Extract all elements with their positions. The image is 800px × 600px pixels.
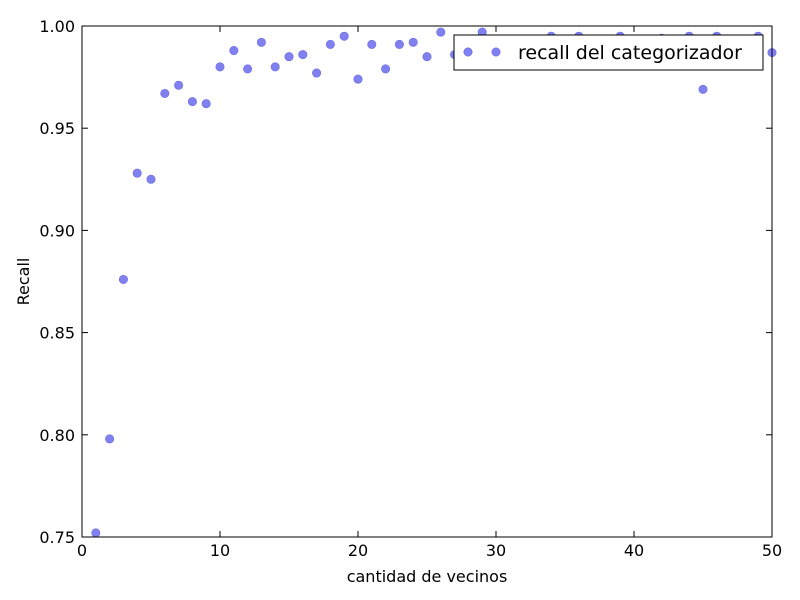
data-point	[436, 27, 446, 37]
data-point	[256, 37, 266, 47]
legend: recall del categorizador	[453, 34, 764, 71]
data-point	[146, 174, 156, 184]
x-tick-labels: 0 10 20 30 40 50	[77, 541, 782, 560]
data-point	[118, 274, 128, 284]
x-tick-label: 50	[762, 541, 782, 560]
data-point	[422, 52, 432, 62]
x-axis-title: cantidad de vecinos	[347, 567, 508, 586]
data-point	[187, 97, 197, 107]
y-tick-label: 0.85	[39, 324, 75, 343]
x-tick-label: 40	[624, 541, 644, 560]
data-point	[243, 64, 253, 74]
plot-area-frame	[81, 25, 773, 538]
data-point	[229, 46, 239, 56]
data-point	[698, 84, 708, 94]
data-point	[284, 52, 294, 62]
data-point	[132, 168, 142, 178]
data-point	[325, 39, 335, 49]
data-point	[381, 64, 391, 74]
data-point	[353, 74, 363, 84]
data-point	[339, 31, 349, 41]
legend-marker	[491, 47, 501, 57]
data-point	[91, 528, 101, 538]
data-point	[367, 39, 377, 49]
y-tick-label: 0.90	[39, 221, 75, 240]
y-tick-labels: 0.75 0.80 0.85 0.90 0.95 1.00	[39, 17, 75, 547]
data-point	[201, 99, 211, 109]
x-tick-label: 20	[348, 541, 368, 560]
legend-box	[453, 34, 764, 71]
data-point	[160, 88, 170, 98]
legend-marker	[463, 47, 473, 57]
data-point	[270, 62, 280, 72]
axis-ticks	[81, 25, 773, 538]
data-point	[215, 62, 225, 72]
y-tick-label: 0.95	[39, 119, 75, 138]
y-tick-label: 0.80	[39, 426, 75, 445]
y-axis-title: Recall	[14, 258, 33, 306]
y-tick-label: 0.75	[39, 528, 75, 547]
data-point	[312, 68, 322, 78]
data-point	[298, 50, 308, 60]
data-points	[91, 27, 777, 538]
x-tick-label: 30	[486, 541, 506, 560]
data-point	[174, 80, 184, 90]
data-point	[408, 37, 418, 47]
x-tick-label: 0	[77, 541, 87, 560]
data-point	[394, 39, 404, 49]
y-tick-label: 1.00	[39, 17, 75, 36]
x-tick-label: 10	[210, 541, 230, 560]
legend-label: recall del categorizador	[518, 42, 742, 64]
data-point	[105, 434, 115, 444]
